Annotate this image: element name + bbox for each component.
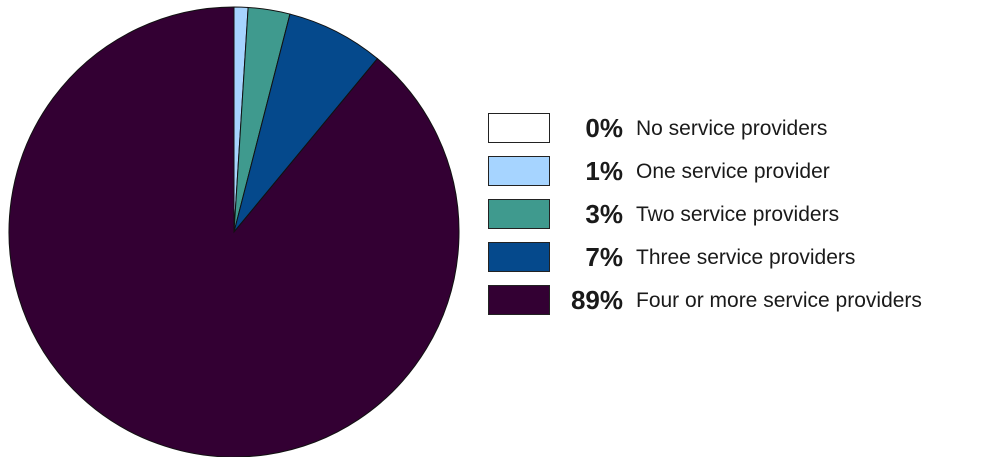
legend-percent-two: 3%: [585, 199, 623, 229]
legend-item-two: 3% Two service providers: [487, 197, 977, 240]
legend-item-none: 0% No service providers: [487, 111, 977, 154]
legend-swatch-none: [488, 113, 550, 143]
legend-percent-three: 7%: [585, 242, 623, 272]
legend-item-four-plus: 89% Four or more service providers: [487, 283, 977, 326]
legend-label-none: No service providers: [636, 117, 828, 140]
legend-item-three: 7% Three service providers: [487, 240, 977, 283]
legend-label-one: One service provider: [636, 160, 830, 183]
legend-label-two: Two service providers: [636, 203, 840, 226]
legend-label-three: Three service providers: [636, 246, 856, 269]
pie-slice-four-plus: [8, 6, 460, 457]
legend-percent-four-plus: 89%: [570, 285, 623, 315]
legend-item-one: 1% One service provider: [487, 154, 977, 197]
legend-swatch-one: [488, 156, 550, 186]
pie-chart: [8, 6, 460, 457]
legend-swatch-four-plus: [488, 285, 550, 315]
legend-label-four-plus: Four or more service providers: [636, 289, 922, 312]
legend-swatch-two: [488, 199, 550, 229]
legend-swatch-three: [488, 242, 550, 272]
legend: 0% No service providers 1% One service p…: [487, 111, 977, 326]
legend-percent-none: 0%: [585, 113, 623, 143]
legend-percent-one: 1%: [585, 156, 623, 186]
